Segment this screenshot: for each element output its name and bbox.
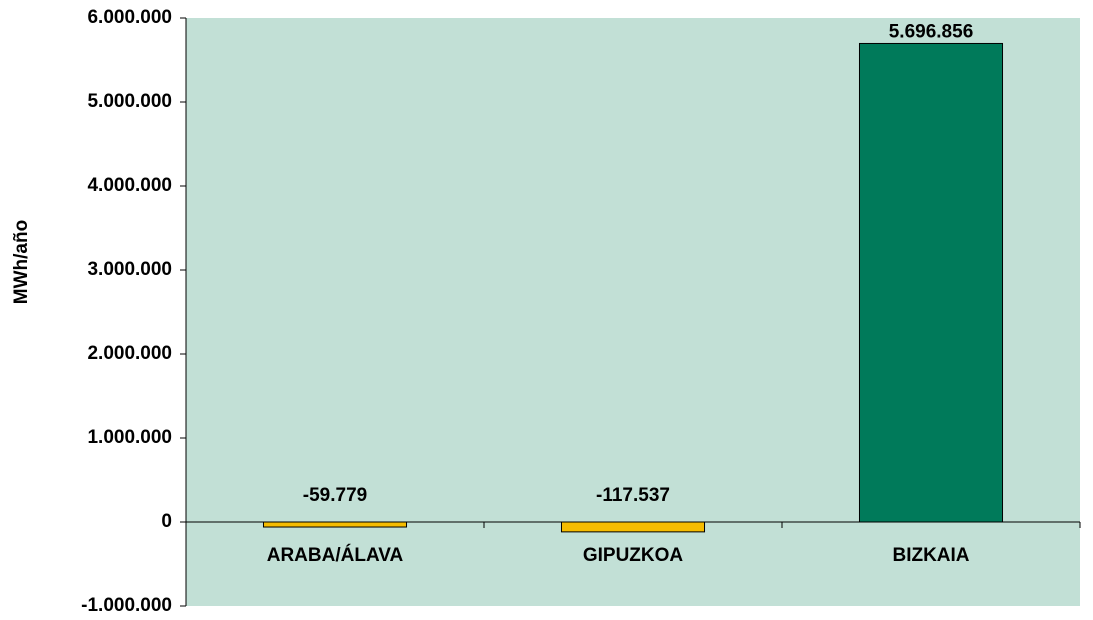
bar — [858, 42, 1004, 523]
y-tick-label: 6.000.000 — [87, 7, 172, 28]
y-tick-label: 3.000.000 — [87, 259, 172, 280]
bar — [560, 521, 706, 533]
bar — [262, 521, 408, 528]
x-tick-label: ARABA/ÁLAVA — [267, 544, 404, 566]
x-tick-label: BIZKAIA — [892, 545, 969, 566]
x-tick-label: GIPUZKOA — [583, 545, 684, 566]
y-tick-label: 1.000.000 — [87, 427, 172, 448]
y-axis-label: MWh/año — [11, 220, 32, 304]
y-tick-label: 5.000.000 — [87, 91, 172, 112]
data-label: -59.779 — [303, 485, 367, 506]
y-tick-label: 2.000.000 — [87, 343, 172, 364]
data-label: -117.537 — [596, 485, 670, 506]
y-tick-label: 0 — [161, 511, 172, 532]
y-tick-label: 4.000.000 — [87, 175, 172, 196]
data-label: 5.696.856 — [889, 21, 974, 42]
y-tick-label: -1.000.000 — [81, 595, 172, 616]
